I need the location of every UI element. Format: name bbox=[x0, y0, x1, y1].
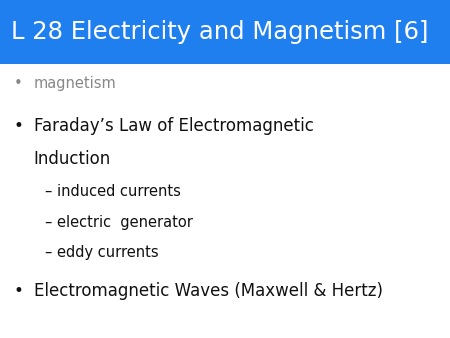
Bar bbox=[0, 0, 450, 64]
Text: •: • bbox=[14, 117, 23, 135]
Text: Induction: Induction bbox=[34, 150, 111, 168]
Text: Faraday’s Law of Electromagnetic: Faraday’s Law of Electromagnetic bbox=[34, 117, 314, 135]
Text: magnetism: magnetism bbox=[34, 76, 117, 91]
Text: – eddy currents: – eddy currents bbox=[45, 245, 158, 260]
Text: – electric  generator: – electric generator bbox=[45, 215, 193, 230]
Text: L 28 Electricity and Magnetism [6]: L 28 Electricity and Magnetism [6] bbox=[11, 20, 429, 44]
Text: Electromagnetic Waves (Maxwell & Hertz): Electromagnetic Waves (Maxwell & Hertz) bbox=[34, 282, 383, 300]
Text: – induced currents: – induced currents bbox=[45, 184, 181, 199]
Text: •: • bbox=[14, 282, 23, 300]
Text: •: • bbox=[14, 76, 22, 91]
